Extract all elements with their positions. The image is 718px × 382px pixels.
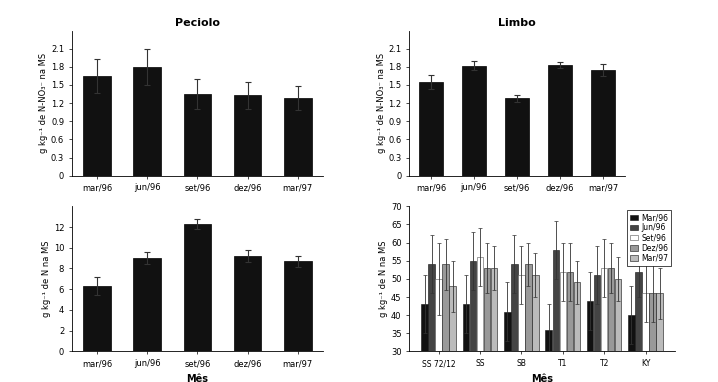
- Title: Peciolo: Peciolo: [175, 18, 220, 28]
- Bar: [442, 264, 449, 382]
- Y-axis label: g kg⁻¹ de N na MS: g kg⁻¹ de N na MS: [379, 241, 388, 317]
- Bar: [553, 250, 559, 382]
- Bar: [429, 264, 435, 382]
- Bar: [635, 272, 642, 382]
- Bar: [628, 315, 635, 382]
- Bar: [470, 261, 476, 382]
- X-axis label: Mês: Mês: [531, 374, 553, 382]
- Y-axis label: g kg⁻¹ de N-NO₃⁻ na MS: g kg⁻¹ de N-NO₃⁻ na MS: [39, 53, 48, 153]
- Bar: [449, 286, 456, 382]
- Bar: [574, 283, 580, 382]
- Bar: [504, 312, 510, 382]
- Bar: [559, 272, 566, 382]
- Bar: [83, 286, 111, 351]
- Bar: [649, 293, 656, 382]
- Bar: [643, 293, 649, 382]
- Bar: [419, 82, 443, 176]
- Bar: [505, 98, 528, 176]
- Bar: [587, 301, 593, 382]
- Bar: [594, 275, 600, 382]
- Bar: [134, 258, 161, 351]
- Bar: [601, 268, 607, 382]
- Bar: [234, 95, 261, 176]
- Bar: [83, 76, 111, 176]
- Bar: [462, 66, 486, 176]
- Bar: [608, 268, 615, 382]
- Bar: [462, 304, 469, 382]
- Bar: [184, 224, 211, 351]
- Bar: [477, 257, 483, 382]
- Bar: [615, 279, 622, 382]
- X-axis label: Mês: Mês: [187, 374, 208, 382]
- Bar: [435, 279, 442, 382]
- Bar: [525, 264, 531, 382]
- Bar: [134, 67, 161, 176]
- Bar: [484, 268, 490, 382]
- Bar: [284, 261, 312, 351]
- Title: Limbo: Limbo: [498, 18, 536, 28]
- Bar: [567, 272, 573, 382]
- Legend: Mar/96, Jun/96, Set/96, Dez/96, Mar/97: Mar/96, Jun/96, Set/96, Dez/96, Mar/97: [628, 210, 671, 266]
- Y-axis label: g kg⁻¹ de N na MS: g kg⁻¹ de N na MS: [42, 241, 51, 317]
- Bar: [491, 268, 498, 382]
- Bar: [546, 330, 552, 382]
- Bar: [656, 293, 663, 382]
- Y-axis label: g kg⁻¹ de N-NO₃⁻ na MS: g kg⁻¹ de N-NO₃⁻ na MS: [377, 53, 386, 153]
- Bar: [284, 98, 312, 176]
- Bar: [184, 94, 211, 176]
- Bar: [518, 275, 525, 382]
- Bar: [532, 275, 538, 382]
- Bar: [548, 65, 572, 176]
- Bar: [511, 264, 518, 382]
- Bar: [591, 70, 615, 176]
- Bar: [421, 304, 428, 382]
- Bar: [234, 256, 261, 351]
